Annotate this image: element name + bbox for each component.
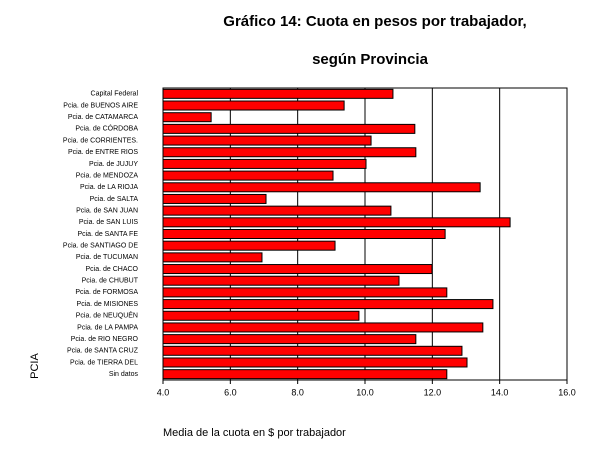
bar	[162, 287, 448, 298]
y-tick-label: Pcia. de SANTIAGO DE	[63, 243, 138, 250]
x-tick-label: 12.0	[424, 387, 442, 397]
bar	[162, 345, 463, 356]
bar	[162, 357, 468, 368]
bar	[162, 299, 494, 310]
y-tick-label: Pcia. de CATAMARCA	[68, 114, 138, 121]
y-tick-label: Pcia. de MISIONES	[77, 301, 139, 308]
chart-title: Gráfico 14: Cuota en pesos por trabajado…	[223, 13, 526, 30]
y-tick-label: Pcia. de ENTRE RIOS	[68, 149, 138, 156]
x-tick-label: 14.0	[491, 387, 509, 397]
bar	[162, 135, 372, 146]
chart-subtitle: según Provincia	[312, 51, 429, 68]
x-tick-label: 10.0	[356, 387, 374, 397]
y-tick-label: Pcia. de CHUBUT	[82, 278, 139, 285]
y-tick-label: Pcia. de SANTA CRUZ	[67, 348, 139, 355]
bar	[162, 205, 392, 216]
y-tick-label: Pcia. de TUCUMAN	[76, 254, 138, 261]
bar	[162, 123, 416, 134]
bar	[162, 147, 417, 158]
x-tick-label: 8.0	[291, 387, 304, 397]
y-tick-label: Pcia. de MENDOZA	[76, 172, 139, 179]
bar	[162, 170, 334, 181]
bar	[162, 88, 394, 99]
y-tick-label: Pcia. de TIERRA DEL	[70, 359, 138, 366]
bar	[162, 100, 345, 111]
bar	[162, 229, 446, 239]
y-tick-label: Pcia. de SAN JUAN	[76, 207, 138, 214]
bar	[162, 193, 267, 204]
y-tick-label: Pcia. de SAN LUIS	[79, 219, 138, 226]
x-tick-label: 4.0	[157, 387, 170, 397]
y-tick-label: Pcia. de BUENOS AIRE	[63, 102, 138, 109]
y-tick-label: Pcia. de SANTA FE	[77, 231, 138, 238]
bar	[162, 158, 367, 169]
bar	[162, 264, 433, 275]
y-tick-label: Pcia. de NEUQUÉN	[76, 311, 138, 320]
bar	[162, 369, 448, 380]
y-tick-label: Pcia. de LA PAMPA	[77, 324, 138, 331]
x-axis-title: Media de la cuota en $ por trabajador	[163, 427, 346, 439]
y-tick-label: Sin datos	[109, 371, 139, 378]
x-tick-label: 16.0	[558, 387, 576, 397]
y-tick-label: Pcia. de LA RIOJA	[80, 184, 138, 191]
bar	[162, 217, 511, 228]
y-tick-label: Capital Federal	[91, 91, 139, 98]
y-tick-label: Pcia. de FORMOSA	[75, 289, 138, 296]
x-tick-label: 6.0	[224, 387, 237, 397]
y-tick-label: Pcia. de JUJUY	[89, 161, 138, 168]
y-tick-label: Pcia. de CHACO	[85, 266, 138, 273]
y-tick-label: Pcia. de CORRIENTES.	[63, 137, 138, 144]
bar	[162, 252, 263, 263]
y-tick-label: Pcia. de CÓRDOBA	[75, 124, 138, 133]
y-axis-title: PCIA	[29, 353, 41, 379]
y-tick-label: Pcia. de SALTA	[90, 196, 139, 203]
bar	[162, 322, 484, 333]
bar	[162, 275, 400, 286]
bar	[162, 240, 336, 251]
bar	[162, 112, 212, 123]
bar	[162, 334, 417, 345]
y-tick-label: Pcia. de RIO NEGRO	[71, 336, 139, 343]
bar	[162, 310, 360, 321]
bar	[162, 182, 481, 193]
